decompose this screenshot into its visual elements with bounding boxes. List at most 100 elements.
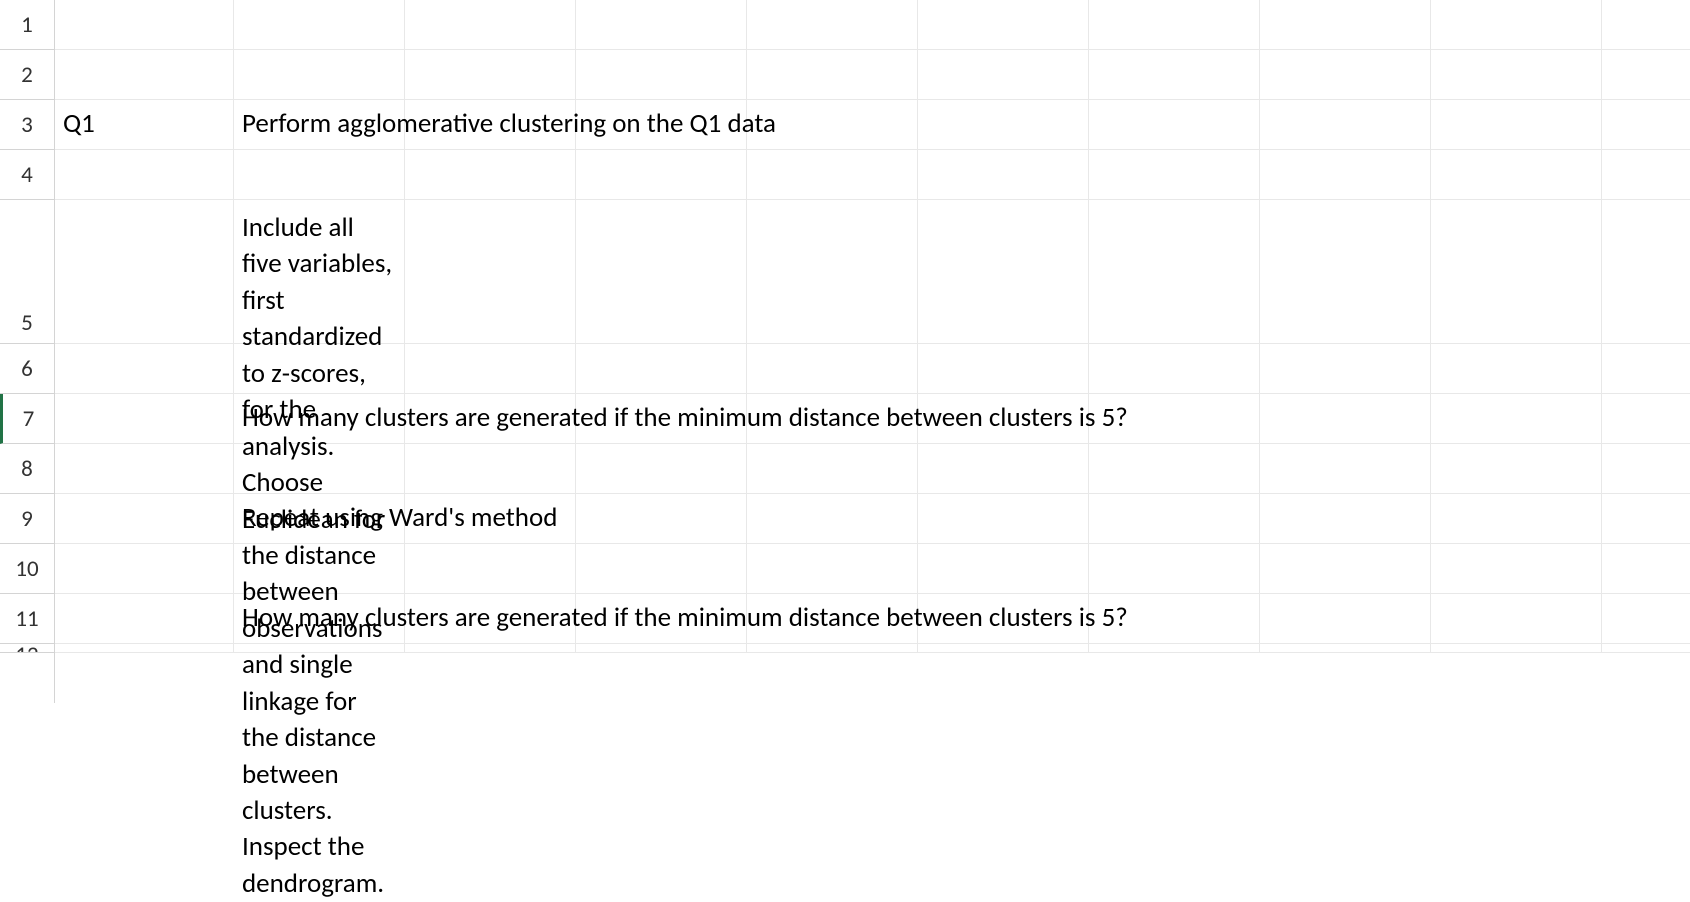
row-header-6[interactable]: 6 — [0, 344, 54, 394]
cell-A12[interactable] — [55, 644, 234, 652]
cell-B2[interactable] — [234, 50, 405, 99]
row-header-3[interactable]: 3 — [0, 100, 54, 150]
cell-F10[interactable] — [918, 544, 1089, 593]
cell-C2[interactable] — [405, 50, 576, 99]
cell-F1[interactable] — [918, 0, 1089, 49]
cell-H4[interactable] — [1260, 150, 1431, 199]
cell-D6[interactable] — [576, 344, 747, 393]
cell-G10[interactable] — [1089, 544, 1260, 593]
cell-G8[interactable] — [1089, 444, 1260, 493]
cell-E8[interactable] — [747, 444, 918, 493]
cell-I9[interactable] — [1431, 494, 1602, 543]
cell-I7[interactable] — [1431, 394, 1602, 443]
row-header-2[interactable]: 2 — [0, 50, 54, 100]
cell-J3[interactable] — [1602, 100, 1690, 149]
cell-J11[interactable] — [1602, 594, 1690, 643]
cell-F4[interactable] — [918, 150, 1089, 199]
cell-J9[interactable] — [1602, 494, 1690, 543]
cell-A2[interactable] — [55, 50, 234, 99]
cell-B5[interactable]: Include all five variables, first standa… — [234, 200, 405, 343]
cell-A7[interactable] — [55, 394, 234, 443]
cell-B4[interactable] — [234, 150, 405, 199]
row-header-8[interactable]: 8 — [0, 444, 54, 494]
cell-H7[interactable] — [1260, 394, 1431, 443]
cell-F8[interactable] — [918, 444, 1089, 493]
cell-J8[interactable] — [1602, 444, 1690, 493]
cell-C6[interactable] — [405, 344, 576, 393]
cell-I11[interactable] — [1431, 594, 1602, 643]
cell-J2[interactable] — [1602, 50, 1690, 99]
row-header-5[interactable]: 5 — [0, 200, 54, 344]
cell-H1[interactable] — [1260, 0, 1431, 49]
row-header-4[interactable]: 4 — [0, 150, 54, 200]
cell-B3[interactable]: Perform agglomerative clustering on the … — [234, 100, 405, 149]
cell-D2[interactable] — [576, 50, 747, 99]
cell-H10[interactable] — [1260, 544, 1431, 593]
cell-H2[interactable] — [1260, 50, 1431, 99]
cell-D5[interactable] — [576, 200, 747, 343]
cell-A10[interactable] — [55, 544, 234, 593]
cell-A1[interactable] — [55, 0, 234, 49]
cell-G12[interactable] — [1089, 644, 1260, 652]
cell-H11[interactable] — [1260, 594, 1431, 643]
cell-B1[interactable] — [234, 0, 405, 49]
cell-I8[interactable] — [1431, 444, 1602, 493]
cell-C10[interactable] — [405, 544, 576, 593]
cell-C5[interactable] — [405, 200, 576, 343]
cell-I1[interactable] — [1431, 0, 1602, 49]
cell-E4[interactable] — [747, 150, 918, 199]
cell-H3[interactable] — [1260, 100, 1431, 149]
cell-F12[interactable] — [918, 644, 1089, 652]
cell-G5[interactable] — [1089, 200, 1260, 343]
cell-A5[interactable] — [55, 200, 234, 343]
cell-B9[interactable]: Repeat using Ward's method — [234, 494, 405, 543]
cell-H6[interactable] — [1260, 344, 1431, 393]
cell-G4[interactable] — [1089, 150, 1260, 199]
cell-H9[interactable] — [1260, 494, 1431, 543]
row-header-1[interactable]: 1 — [0, 0, 54, 50]
cell-E6[interactable] — [747, 344, 918, 393]
cell-D8[interactable] — [576, 444, 747, 493]
cell-A8[interactable] — [55, 444, 234, 493]
cell-A4[interactable] — [55, 150, 234, 199]
cell-E2[interactable] — [747, 50, 918, 99]
cell-B7[interactable]: How many clusters are generated if the m… — [234, 394, 405, 443]
cell-G6[interactable] — [1089, 344, 1260, 393]
cell-F2[interactable] — [918, 50, 1089, 99]
row-header-9[interactable]: 9 — [0, 494, 54, 544]
cell-E5[interactable] — [747, 200, 918, 343]
cell-F5[interactable] — [918, 200, 1089, 343]
cell-I2[interactable] — [1431, 50, 1602, 99]
cell-E9[interactable] — [747, 494, 918, 543]
cell-G2[interactable] — [1089, 50, 1260, 99]
cell-J7[interactable] — [1602, 394, 1690, 443]
cell-H12[interactable] — [1260, 644, 1431, 652]
cell-G9[interactable] — [1089, 494, 1260, 543]
cell-J12[interactable] — [1602, 644, 1690, 652]
cell-C1[interactable] — [405, 0, 576, 49]
cell-A11[interactable] — [55, 594, 234, 643]
cell-D9[interactable] — [576, 494, 747, 543]
cell-E1[interactable] — [747, 0, 918, 49]
cell-H8[interactable] — [1260, 444, 1431, 493]
cell-I5[interactable] — [1431, 200, 1602, 343]
cell-D1[interactable] — [576, 0, 747, 49]
cell-A9[interactable] — [55, 494, 234, 543]
cell-E10[interactable] — [747, 544, 918, 593]
cell-H5[interactable] — [1260, 200, 1431, 343]
row-header-7[interactable]: 7 — [0, 394, 54, 444]
cell-C8[interactable] — [405, 444, 576, 493]
cell-J4[interactable] — [1602, 150, 1690, 199]
cell-G1[interactable] — [1089, 0, 1260, 49]
cell-G3[interactable] — [1089, 100, 1260, 149]
cell-A3[interactable]: Q1 — [55, 100, 234, 149]
cell-F3[interactable] — [918, 100, 1089, 149]
cell-C4[interactable] — [405, 150, 576, 199]
cell-J6[interactable] — [1602, 344, 1690, 393]
cell-I12[interactable] — [1431, 644, 1602, 652]
cell-I6[interactable] — [1431, 344, 1602, 393]
cell-J5[interactable] — [1602, 200, 1690, 343]
cell-J1[interactable] — [1602, 0, 1690, 49]
cell-D10[interactable] — [576, 544, 747, 593]
cell-E12[interactable] — [747, 644, 918, 652]
